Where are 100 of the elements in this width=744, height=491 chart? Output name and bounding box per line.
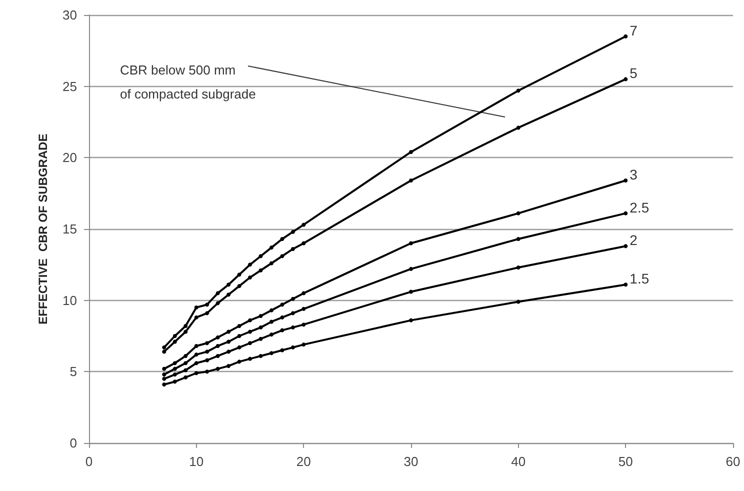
point	[302, 322, 306, 327]
point	[162, 376, 166, 381]
point	[290, 345, 295, 350]
point	[226, 330, 231, 334]
point	[184, 361, 188, 366]
point	[194, 361, 198, 366]
point	[409, 241, 413, 246]
point	[409, 150, 413, 154]
point	[302, 241, 306, 246]
x-tick-label: 40	[511, 454, 526, 469]
point	[184, 330, 188, 334]
point	[248, 318, 252, 322]
point	[409, 178, 413, 182]
series-label: 5	[630, 65, 638, 82]
annotation: CBR below 500 mm of compacted subgrade	[120, 62, 256, 102]
point	[216, 335, 220, 340]
point	[248, 262, 252, 267]
point	[280, 328, 284, 332]
point	[269, 332, 274, 337]
point	[516, 300, 520, 304]
point	[172, 380, 177, 384]
point	[237, 272, 242, 277]
point	[302, 291, 306, 296]
point	[258, 268, 263, 272]
point	[280, 302, 284, 307]
y-tick-label: 20	[62, 150, 77, 166]
point	[269, 351, 274, 356]
point	[172, 334, 177, 338]
y-tick-label: 15	[62, 222, 77, 236]
point	[172, 340, 177, 344]
point	[205, 311, 210, 316]
point	[226, 282, 231, 287]
point	[237, 360, 242, 364]
y-tick-label: 30	[62, 8, 77, 22]
point	[172, 366, 177, 371]
series-label: 2.5	[630, 199, 650, 216]
point	[280, 254, 284, 258]
point	[226, 340, 231, 344]
point	[290, 246, 295, 251]
point	[624, 178, 628, 182]
point	[624, 77, 628, 82]
point	[258, 354, 263, 358]
point	[194, 352, 198, 357]
y-tick-label: 5	[70, 364, 77, 380]
y-axis-title: EFFECTIVE CBR OF SUBGRADE	[36, 134, 50, 324]
point	[184, 368, 188, 372]
point	[302, 342, 306, 347]
point	[194, 315, 198, 320]
point	[216, 291, 220, 296]
x-tick-label: 10	[189, 454, 204, 469]
point	[258, 325, 263, 330]
point	[205, 341, 210, 346]
point	[237, 345, 242, 350]
point	[216, 344, 220, 348]
point	[290, 230, 295, 234]
point	[409, 318, 413, 322]
point	[226, 292, 231, 297]
point	[248, 356, 252, 361]
point	[162, 350, 166, 354]
y-tick-label: 0	[70, 436, 77, 450]
point	[205, 370, 210, 374]
point	[624, 34, 628, 38]
point	[302, 306, 306, 311]
point	[516, 211, 520, 216]
point	[237, 334, 242, 338]
point	[302, 222, 306, 227]
point	[624, 244, 628, 248]
point	[290, 296, 295, 301]
series-label: 3	[630, 166, 638, 182]
point	[258, 314, 263, 318]
point	[409, 290, 413, 294]
point	[194, 305, 198, 310]
point	[194, 344, 198, 348]
point	[248, 276, 252, 280]
x-tick-label: 30	[404, 454, 418, 469]
point	[184, 324, 188, 328]
point	[162, 372, 166, 377]
point	[280, 348, 284, 352]
point	[162, 345, 166, 350]
point	[290, 311, 295, 316]
point	[226, 364, 231, 368]
point	[624, 211, 628, 216]
y-tick-label: 10	[62, 292, 77, 308]
x-tick-label: 0	[85, 454, 93, 469]
series-label: 7	[630, 22, 638, 38]
point	[172, 361, 177, 366]
point	[258, 336, 263, 341]
x-tick-label: 20	[296, 454, 311, 469]
point	[248, 341, 252, 346]
point	[172, 372, 177, 377]
point	[184, 375, 188, 380]
point	[269, 320, 274, 324]
point	[516, 236, 520, 241]
point	[516, 126, 520, 130]
point	[280, 236, 284, 241]
point	[280, 315, 284, 320]
point	[516, 88, 520, 93]
point	[516, 266, 520, 270]
point	[269, 246, 274, 250]
y-tick-label: 25	[62, 78, 77, 94]
